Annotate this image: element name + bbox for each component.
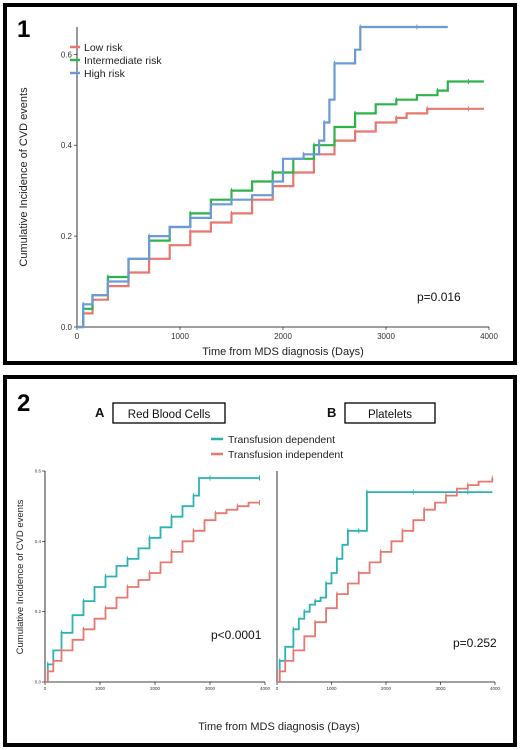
x-tick-label-2A: 0: [44, 686, 47, 691]
chart-2-svg: 2 A Red Blood Cells B Platelets Transfusion d…: [15, 390, 501, 733]
x-tick-label-2A: 2000: [150, 686, 161, 691]
y-tick-label-2A: 0.0: [35, 680, 42, 685]
legend-label-2: Transfusion independent: [228, 449, 343, 461]
x-tick-label-1: 1000: [171, 332, 189, 341]
x-tick-label-2A: 4000: [260, 686, 271, 691]
x-tick-label-1: 4000: [480, 332, 498, 341]
p-value-2a: p<0.0001: [211, 628, 262, 642]
subplot-title-box-a: [112, 402, 226, 424]
series-line-2A-1: [45, 501, 260, 683]
y-axis-title-1: Cumulative Incidence of CVD events: [18, 87, 30, 267]
panel-2: 2 A Red Blood Cells B Platelets Transfusion d…: [3, 375, 517, 747]
subplot-title-a: Red Blood Cells: [128, 409, 211, 421]
series-line-2B-1: [277, 478, 494, 683]
subplot-title-b: Platelets: [368, 409, 412, 421]
y-tick-label-1: 0.4: [61, 141, 73, 150]
subplot-title-box-b: [344, 402, 436, 424]
x-tick-label-1: 3000: [377, 332, 395, 341]
y-tick-label-1: 0.0: [61, 323, 73, 332]
x-tick-label-2B: 0: [276, 686, 279, 691]
series-line-2B-0: [277, 491, 493, 683]
chart-1-svg: 1 0 1000 2000 3000 4000 0.0 0.2 0.4 0.6 Time from …: [17, 16, 498, 358]
subplot-letter-a: A: [95, 405, 105, 420]
panel-1: 1 0 1000 2000 3000 4000 0.0 0.2 0.4 0.6 Time from …: [3, 3, 517, 365]
x-tick-label-2A: 1000: [95, 686, 106, 691]
y-tick-label-2A: 0.2: [35, 609, 42, 614]
x-axis-title-1: Time from MDS diagnosis (Days): [202, 346, 364, 358]
series-line-1-2: [77, 25, 448, 329]
panel-number-2: 2: [17, 390, 30, 417]
x-axis-title-2: Time from MDS diagnosis (Days): [198, 721, 360, 733]
series-line-2A-0: [45, 477, 260, 683]
p-value-1: p=0.016: [417, 290, 461, 304]
y-tick-label-2A: 0.6: [35, 469, 42, 474]
legend-label-1: Intermediate risk: [84, 55, 162, 67]
legend-label-1: High risk: [84, 68, 126, 80]
y-tick-label-2A: 0.4: [35, 539, 42, 544]
p-value-2b: p=0.252: [453, 636, 497, 650]
x-tick-label-1: 0: [75, 332, 80, 341]
x-tick-label-2B: 3000: [435, 686, 446, 691]
panel-number-1: 1: [17, 16, 30, 43]
legend-label-1: Low risk: [84, 42, 123, 54]
x-tick-label-2B: 2000: [381, 686, 392, 691]
x-tick-label-2B: 1000: [326, 686, 337, 691]
subplot-letter-b: B: [327, 405, 336, 420]
y-tick-label-1: 0.6: [61, 50, 73, 59]
x-tick-label-2B: 4000: [490, 686, 501, 691]
y-axis-title-2: Cumulative Incidence of CVD events: [15, 499, 26, 654]
y-tick-label-1: 0.2: [61, 232, 73, 241]
x-tick-label-1: 2000: [274, 332, 292, 341]
legend-label-2: Transfusion dependent: [228, 434, 335, 446]
series-line-1-0: [77, 107, 484, 329]
x-tick-label-2A: 3000: [205, 686, 216, 691]
